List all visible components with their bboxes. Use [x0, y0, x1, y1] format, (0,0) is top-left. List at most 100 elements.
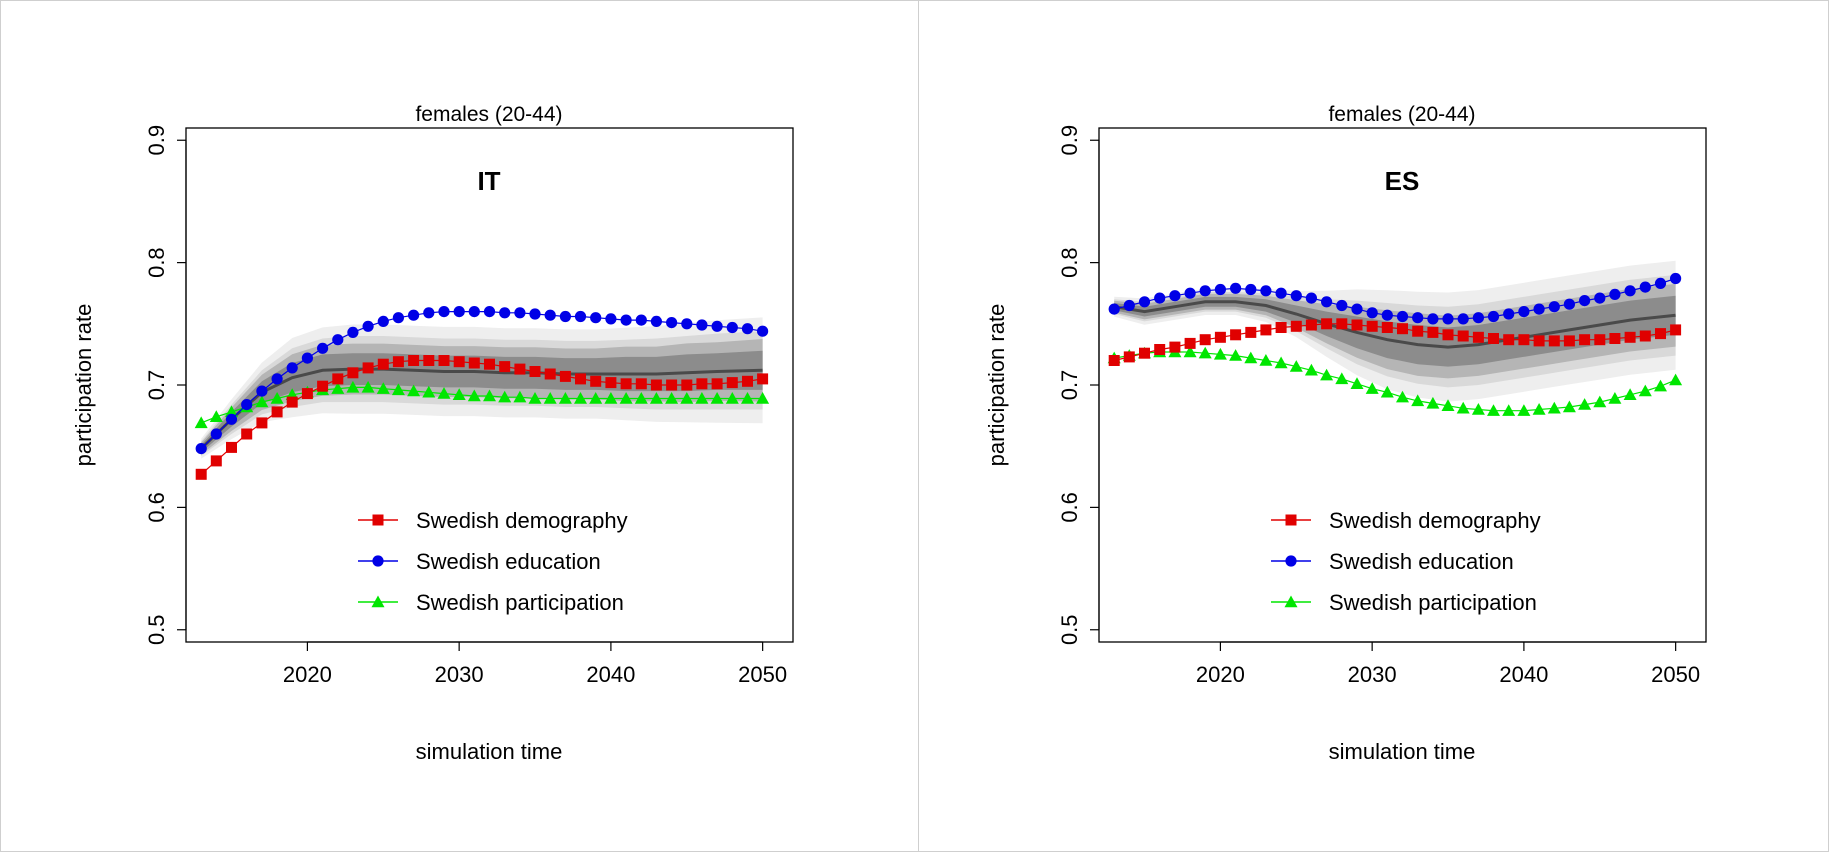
data-point-circle	[1427, 313, 1439, 325]
data-point-triangle	[1380, 385, 1394, 398]
data-point-circle	[529, 308, 541, 320]
data-point-circle	[483, 306, 496, 318]
data-point-circle	[362, 320, 374, 332]
data-point-square	[484, 358, 495, 370]
data-point-circle	[438, 306, 450, 318]
data-point-square	[559, 370, 571, 382]
data-point-triangle	[710, 392, 724, 404]
data-point-square	[1488, 333, 1499, 344]
data-point-circle	[1412, 312, 1424, 324]
data-point-square	[726, 377, 738, 389]
data-point-square	[1548, 335, 1560, 347]
data-point-circle	[241, 399, 253, 411]
data-point-square	[1275, 322, 1287, 333]
data-point-triangle	[558, 392, 572, 404]
data-point-square	[377, 358, 389, 370]
y-tick-label: 0.6	[1057, 492, 1082, 523]
data-point-triangle	[1259, 354, 1273, 366]
data-point-triangle	[1471, 403, 1485, 415]
data-point-circle	[574, 310, 587, 323]
data-point-square	[453, 356, 465, 368]
data-point-square	[1139, 347, 1150, 359]
data-point-triangle	[1638, 384, 1652, 397]
data-point-triangle	[725, 392, 739, 404]
data-point-square	[1290, 320, 1302, 332]
data-point-square	[514, 363, 526, 375]
data-point-square	[1154, 344, 1166, 355]
data-point-circle	[741, 323, 754, 335]
data-point-square	[195, 468, 207, 480]
data-point-circle	[1260, 285, 1272, 297]
chart-panel-right: 2020 2030 2040 2050 0.5 0.6 0.7 0.8 0.9 females …	[913, 0, 1827, 852]
data-point-triangle	[407, 384, 421, 397]
data-point-circle	[590, 312, 602, 324]
panel-label: ES	[1385, 166, 1420, 196]
data-point-circle	[1290, 290, 1302, 302]
y-tick-label: 0.5	[144, 614, 169, 645]
data-point-triangle	[1441, 399, 1455, 411]
data-point-square	[1397, 323, 1408, 335]
data-point-triangle	[1183, 345, 1197, 358]
data-point-square	[575, 373, 586, 385]
data-point-square	[271, 406, 283, 418]
data-point-circle	[514, 307, 526, 319]
data-point-triangle	[371, 595, 385, 608]
data-point-circle	[377, 315, 389, 327]
data-point-triangle	[1289, 360, 1303, 372]
data-point-circle	[1548, 301, 1560, 313]
data-point-square	[226, 441, 237, 453]
data-point-triangle	[1623, 388, 1637, 400]
data-point-triangle	[270, 392, 284, 404]
data-point-triangle	[634, 392, 648, 404]
data-point-square	[635, 378, 647, 390]
data-point-triangle	[452, 388, 466, 400]
data-point-square	[666, 379, 678, 391]
data-point-circle	[1472, 312, 1484, 324]
data-point-triangle	[437, 387, 451, 399]
legend-label: Swedish education	[1329, 549, 1514, 574]
x-tick-label: 2020	[283, 662, 332, 687]
legend-label: Swedish demography	[1329, 508, 1541, 533]
data-point-circle	[1670, 272, 1682, 285]
data-point-square	[1184, 337, 1196, 349]
data-point-circle	[1639, 281, 1651, 293]
data-point-square	[1457, 330, 1469, 342]
data-point-circle	[1230, 282, 1242, 294]
chart-it: 2020 2030 2040 2050 0.5 0.6 0.7 0.8 0.9 females …	[71, 103, 794, 764]
data-point-square	[1533, 335, 1545, 347]
series-swedish-education	[1108, 272, 1682, 325]
data-point-circle	[650, 315, 663, 327]
data-point-circle	[726, 321, 738, 334]
data-point-square	[286, 396, 298, 408]
data-point-circle	[332, 334, 344, 346]
data-point-square	[1563, 335, 1575, 347]
data-point-circle	[1533, 303, 1545, 315]
data-point-triangle	[376, 382, 390, 394]
data-point-triangle	[361, 380, 375, 393]
data-point-triangle	[391, 383, 405, 396]
data-point-triangle	[680, 392, 694, 404]
data-point-square	[372, 514, 384, 526]
data-point-square	[681, 379, 693, 391]
data-point-triangle	[1578, 398, 1592, 410]
data-point-triangle	[422, 385, 436, 398]
data-point-circle	[317, 342, 329, 354]
legend-label: Swedish participation	[416, 590, 624, 615]
x-tick-label: 2040	[1499, 662, 1548, 687]
data-point-square	[438, 355, 450, 366]
data-point-square	[1351, 319, 1363, 331]
data-point-square	[1594, 334, 1606, 346]
data-point-square	[1260, 324, 1272, 336]
data-point-circle	[286, 362, 298, 374]
x-tick-label: 2040	[586, 662, 635, 687]
data-point-square	[332, 373, 344, 385]
data-point-circle	[1654, 277, 1667, 289]
data-point-triangle	[1608, 392, 1622, 404]
y-tick-label: 0.6	[144, 492, 169, 523]
uncertainty-band-4	[1114, 295, 1676, 367]
data-point-circle	[1396, 310, 1409, 323]
legend-item: Swedish demography	[1271, 508, 1541, 533]
data-point-triangle	[589, 392, 603, 404]
data-point-square	[711, 378, 723, 390]
